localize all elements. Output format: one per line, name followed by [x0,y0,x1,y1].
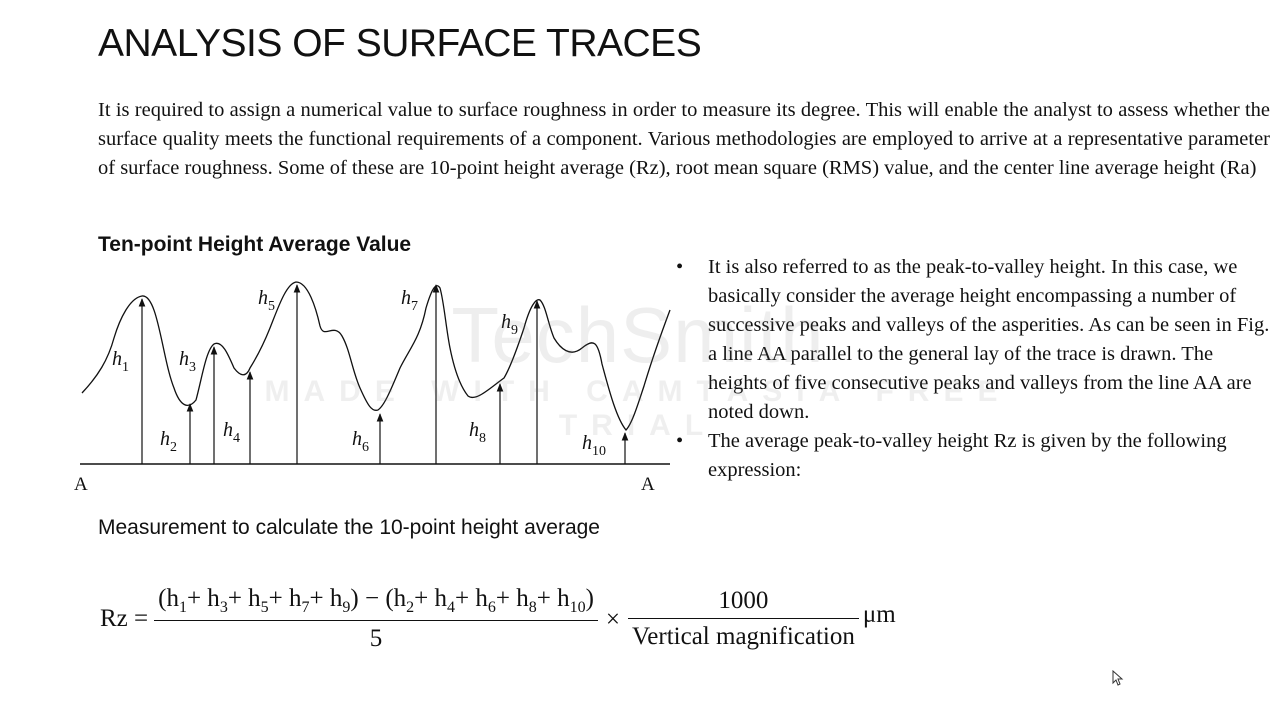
line-label-a-right: A [641,474,655,495]
bullet-item: • It is also referred to as the peak-to-… [676,253,1272,427]
bullet-text: The average peak-to-valley height Rz is … [708,430,1227,481]
formula-term: + h [186,585,220,612]
mouse-pointer-icon [1112,670,1124,686]
label-h9: h9 [501,311,518,338]
slide-title: ANALYSIS OF SURFACE TRACES [98,22,702,65]
label-h5: h5 [258,287,275,314]
formula-subscript: 1 [178,599,187,616]
formula-term: + h [268,585,302,612]
formula-subscript: 2 [406,599,415,616]
scale-fraction: 1000 Vertical magnification [628,587,859,651]
label-h10: h10 [582,432,606,459]
line-label-a-left: A [74,474,88,495]
label-h8: h8 [469,419,486,446]
surface-trace-figure: h1 h2 h3 h4 h5 h6 h7 h8 h9 h10 A A [74,281,671,495]
times-operator: × [605,606,621,633]
formula-subscript: 10 [569,599,586,616]
formula-subscript: 6 [487,599,496,616]
label-h4: h4 [223,419,240,446]
sum-fraction: (h1+ h3+ h5+ h7+ h9) − (h2+ h4+ h6+ h8+ … [154,585,598,653]
bullet-marker: • [676,256,684,278]
unit-label: μm [862,601,896,628]
scale-numerator: 1000 [718,587,769,614]
label-h2: h2 [160,428,177,455]
label-h3: h3 [179,348,196,375]
formula-lhs: Rz = [100,605,149,632]
formula-subscript: 7 [301,599,310,616]
label-h6: h6 [352,428,369,455]
formula-term: + h [495,585,529,612]
formula-term: ) [585,585,594,612]
formula-term: + h [455,585,488,612]
formula-subscript: 9 [342,599,351,616]
formula-term: (h [158,585,179,612]
formula-term: + h [309,585,343,612]
label-h1: h1 [112,348,129,375]
formula-term: + h [227,585,261,612]
scale-denominator: Vertical magnification [628,618,859,651]
formula-term: + h [536,585,570,612]
rz-formula: Rz = (h1+ h3+ h5+ h7+ h9) − (h2+ h4+ h6+… [100,585,896,653]
sum-numerator: (h1+ h3+ h5+ h7+ h9) − (h2+ h4+ h6+ h8+ … [156,585,596,620]
bullet-text: It is also referred to as the peak-to-va… [708,256,1270,423]
sum-denominator: 5 [154,620,598,653]
bullet-marker: • [676,430,684,452]
figure-caption: Measurement to calculate the 10-point he… [98,516,600,539]
surface-profile-curve [81,281,671,431]
intro-paragraph: It is required to assign a numerical val… [98,99,1270,179]
section-heading: Ten-point Height Average Value [98,233,412,256]
formula-term: ) − (h [350,585,407,612]
label-h7: h7 [401,287,418,314]
formula-subscript: 3 [219,599,228,616]
formula-subscript: 4 [447,599,455,616]
bullet-item: • The average peak-to-valley height Rz i… [676,427,1272,485]
bullet-list: • It is also referred to as the peak-to-… [676,253,1272,485]
formula-subscript: 8 [528,599,537,616]
formula-subscript: 5 [260,599,269,616]
formula-term: + h [414,585,447,612]
height-arrows [138,284,629,464]
